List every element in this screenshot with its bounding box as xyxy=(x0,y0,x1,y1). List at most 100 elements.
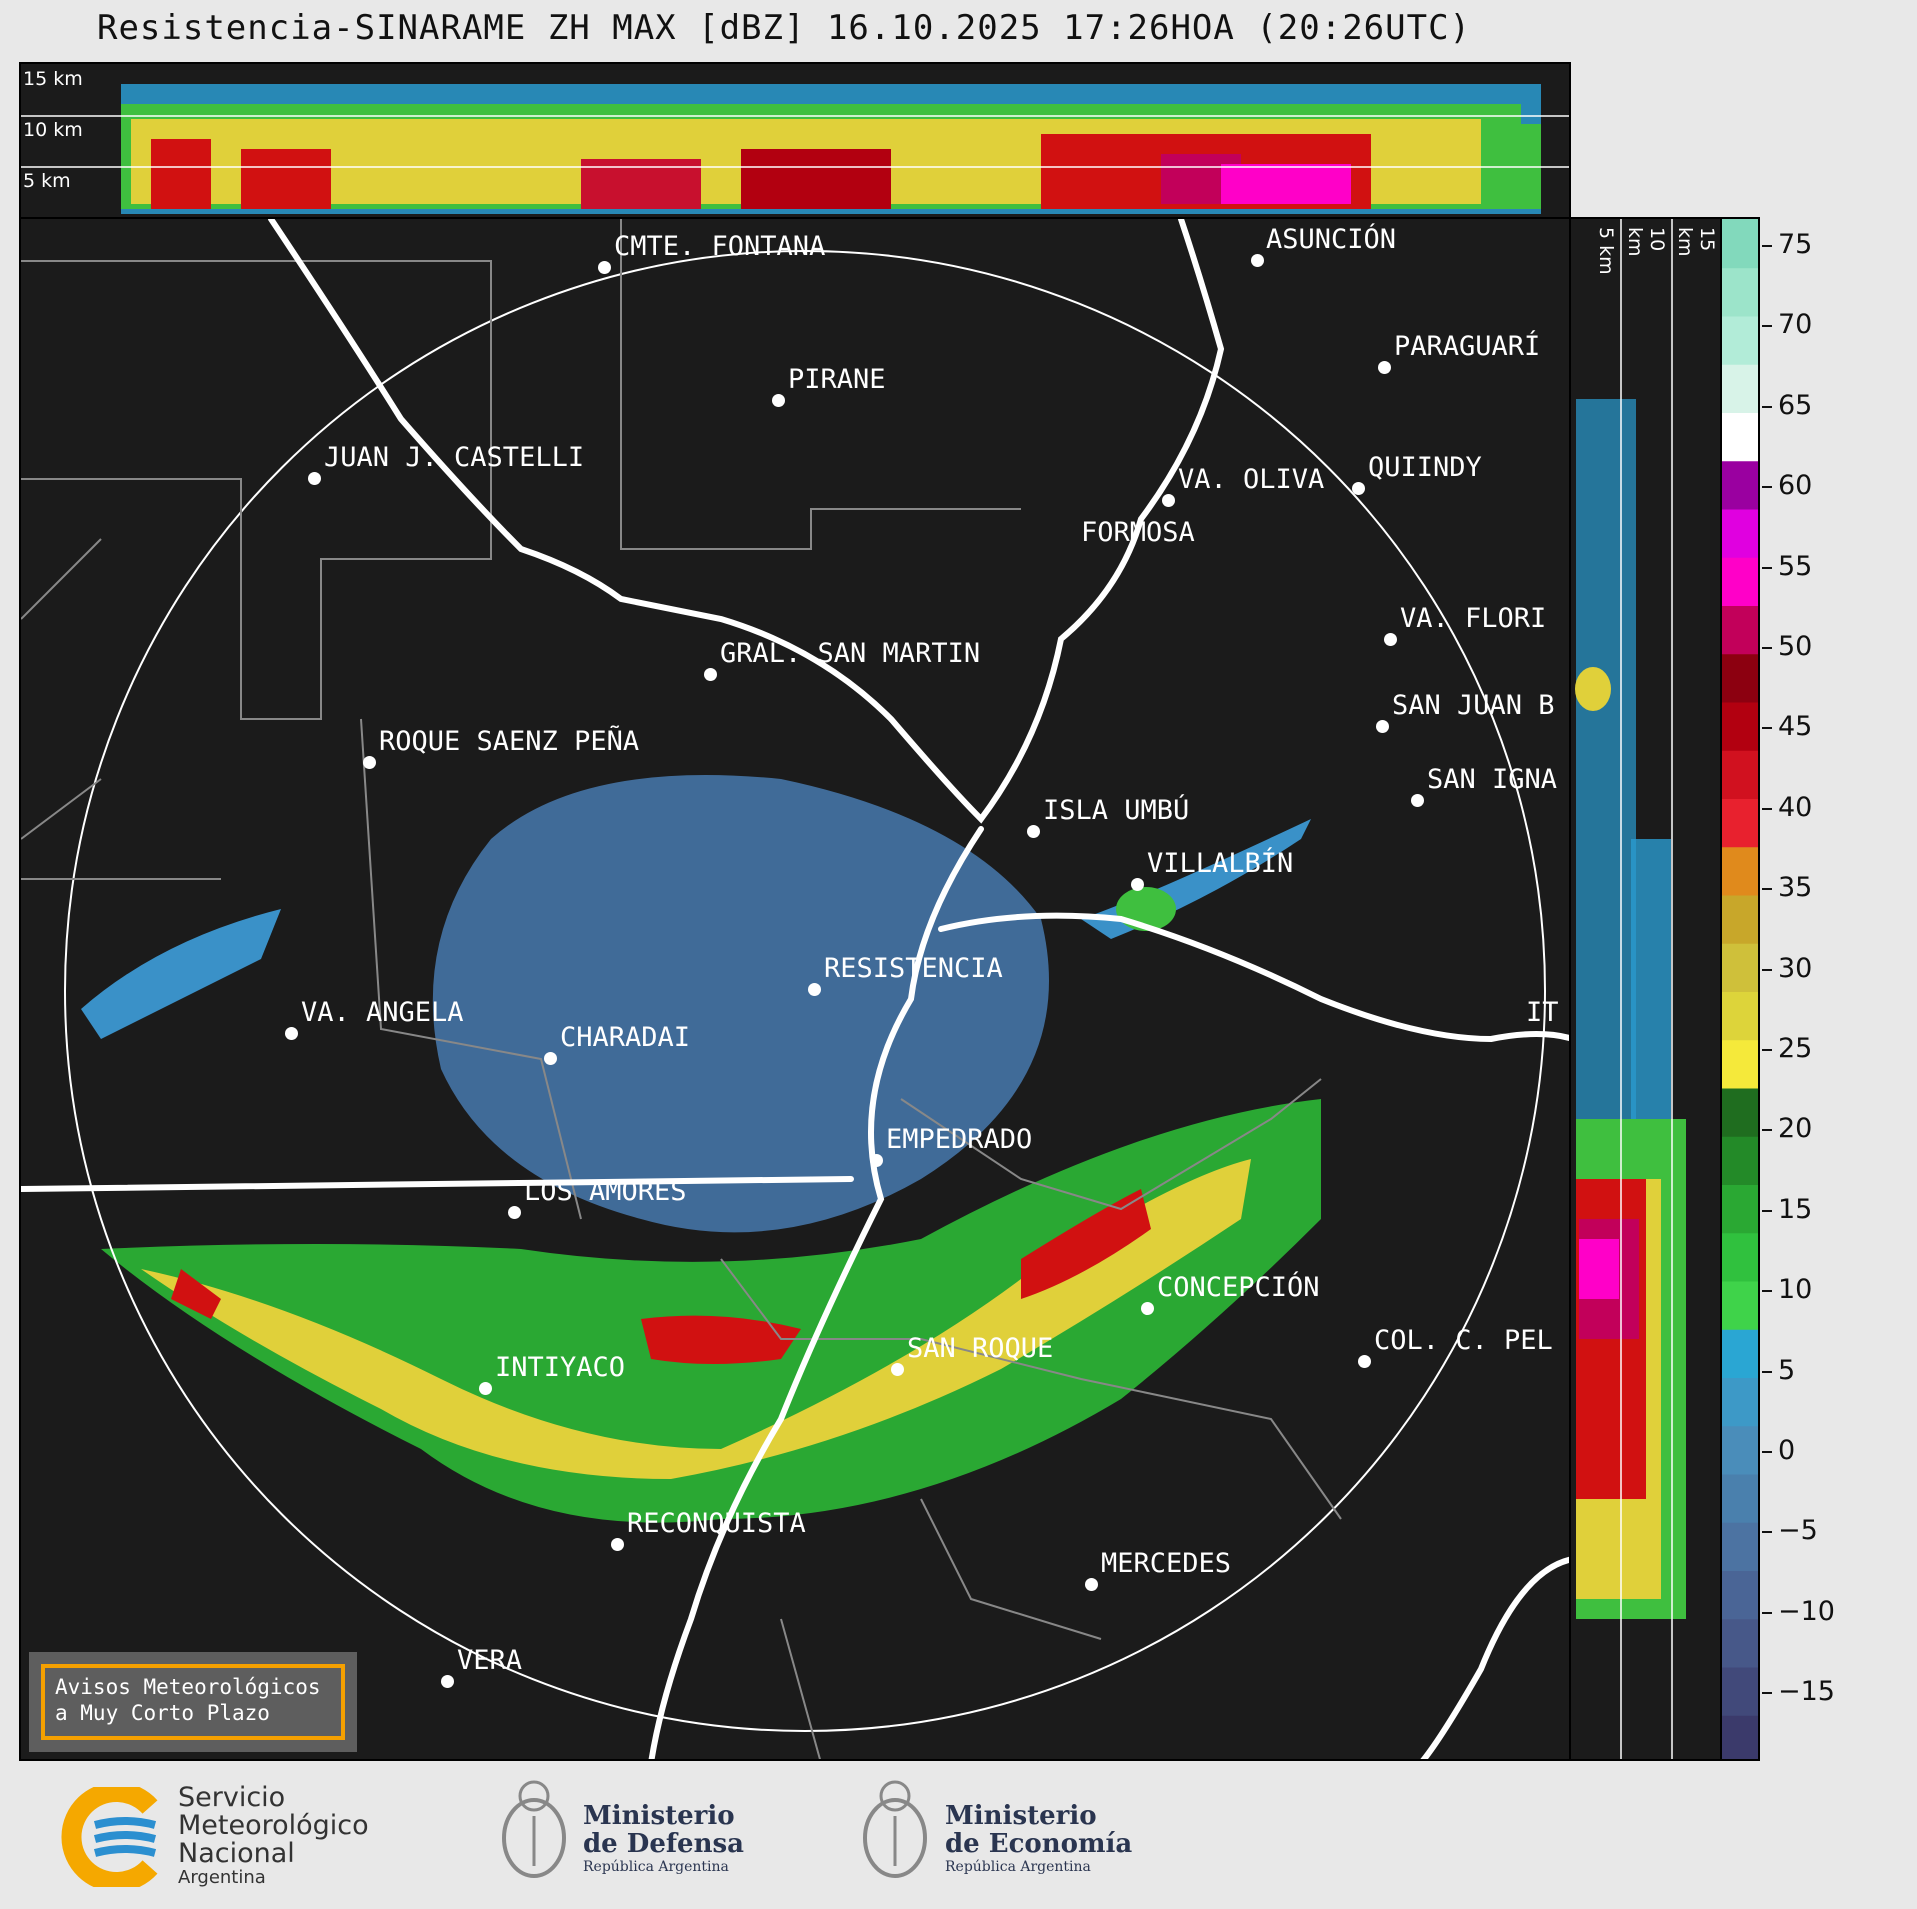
colorbar-tick xyxy=(1762,1290,1772,1293)
colorbar-swatch xyxy=(1722,1135,1758,1185)
top-km-label: 10 km xyxy=(23,119,83,141)
dbz-colorbar xyxy=(1720,217,1760,1761)
economia-name: Ministerio de Economía República Argentin… xyxy=(945,1801,1133,1875)
notice-frame: Avisos Meteorológicos a Muy Corto Plazo xyxy=(41,1664,345,1740)
colorbar-tick xyxy=(1762,1692,1772,1695)
city-label: VA. OLIVA xyxy=(1178,464,1325,495)
city-label: PARAGUARÍ xyxy=(1394,331,1541,362)
city-label: VA. ANGELA xyxy=(301,997,464,1028)
colorbar-swatch xyxy=(1722,315,1758,365)
city-label: ROQUE SAENZ PEÑA xyxy=(379,726,640,757)
colorbar-tick xyxy=(1762,888,1772,891)
colorbar-tick-label: 40 xyxy=(1778,791,1813,823)
colorbar-swatches xyxy=(1722,219,1758,1759)
city-label: ASUNCIÓN xyxy=(1266,224,1397,255)
city-label: VERA xyxy=(457,1645,523,1676)
colorbar-swatch xyxy=(1722,749,1758,799)
colorbar-swatch xyxy=(1722,412,1758,462)
colorbar-tick xyxy=(1762,245,1772,247)
defensa-name: Ministerio de Defensa República Argentina xyxy=(583,1801,744,1875)
side-profile-image xyxy=(1575,219,1686,1759)
colorbar-swatch xyxy=(1722,605,1758,655)
city-label: EMPEDRADO xyxy=(886,1124,1033,1155)
colorbar-swatch xyxy=(1722,894,1758,944)
colorbar-tick xyxy=(1762,1049,1772,1051)
colorbar-tick-label: 0 xyxy=(1778,1435,1796,1466)
colorbar-swatch xyxy=(1722,363,1758,413)
colorbar-swatch xyxy=(1722,1570,1758,1620)
colorbar-tick xyxy=(1762,1611,1772,1614)
colorbar-tick xyxy=(1762,1209,1772,1212)
colorbar-tick-label: 35 xyxy=(1778,872,1813,904)
radar-map: CMTE. FONTANA ASUNCIÓN PIRANE PARAGUARÍ … xyxy=(19,217,1571,1761)
side-km-label: 10 km xyxy=(1624,227,1668,257)
map-title: Resistencia-SINARAME ZH MAX [dBZ] 16.10.… xyxy=(96,8,1472,48)
side-km-label: 5 km xyxy=(1595,227,1617,275)
radar-map-image xyxy=(21,219,1569,1759)
city-marker xyxy=(544,1052,557,1065)
top-km-label: 5 km xyxy=(23,170,71,192)
top-profile-image xyxy=(21,84,1569,214)
colorbar-tick xyxy=(1762,1531,1772,1534)
city-marker xyxy=(870,1154,883,1167)
economia-coat-of-arms-icon xyxy=(863,1780,927,1878)
city-marker xyxy=(363,756,376,769)
city-label: COL. C. PEL xyxy=(1374,1325,1553,1356)
city-marker xyxy=(1251,254,1264,267)
colorbar-swatch xyxy=(1722,219,1758,269)
colorbar-tick-label: 55 xyxy=(1778,550,1813,582)
colorbar-tick xyxy=(1762,807,1772,810)
city-label: INTIYACO xyxy=(495,1352,626,1383)
colorbar-tick-label: 45 xyxy=(1778,711,1813,743)
colorbar-swatch xyxy=(1722,846,1758,896)
city-label: CHARADAI xyxy=(560,1022,691,1053)
colorbar-swatch xyxy=(1722,1714,1758,1759)
city-marker xyxy=(1085,1578,1098,1591)
colorbar-swatch xyxy=(1722,991,1758,1041)
radar-site-label: RESISTENCIA xyxy=(824,953,1003,984)
radar-site-marker xyxy=(808,983,821,996)
city-label: FORMOSA xyxy=(1081,517,1195,548)
colorbar-tick xyxy=(1762,1129,1772,1132)
colorbar-tick-label: 65 xyxy=(1778,389,1813,421)
colorbar-tick-label: −10 xyxy=(1778,1595,1835,1627)
city-marker xyxy=(285,1027,298,1040)
city-marker xyxy=(1411,794,1424,807)
top-km-label: 15 km xyxy=(23,68,83,90)
city-marker xyxy=(772,394,785,407)
colorbar-swatch xyxy=(1722,267,1758,317)
city-marker xyxy=(1141,1302,1154,1315)
notice-line-2: a Muy Corto Plazo xyxy=(55,1701,270,1725)
colorbar-swatch xyxy=(1722,798,1758,848)
colorbar-swatch xyxy=(1722,653,1758,703)
colorbar-tick-label: 5 xyxy=(1778,1354,1796,1386)
colorbar-swatch xyxy=(1722,508,1758,558)
colorbar-tick-label: 20 xyxy=(1778,1113,1813,1145)
smn-name: Servicio Meteorológico Nacional Argentina xyxy=(178,1782,369,1888)
city-marker xyxy=(508,1206,521,1219)
city-marker xyxy=(1027,825,1040,838)
city-marker xyxy=(1376,720,1389,733)
city-marker xyxy=(308,472,321,485)
city-marker xyxy=(1352,482,1365,495)
colorbar-swatch xyxy=(1722,1425,1758,1475)
colorbar-swatch xyxy=(1722,701,1758,751)
colorbar-tick xyxy=(1762,968,1772,971)
colorbar-swatch xyxy=(1722,1473,1758,1523)
city-label: SAN JUAN B xyxy=(1392,690,1555,721)
colorbar-tick-label: 30 xyxy=(1778,952,1813,984)
city-label: ISLA UMBÚ xyxy=(1043,795,1190,826)
city-marker xyxy=(704,668,717,681)
city-marker xyxy=(1378,361,1391,374)
colorbar-swatch xyxy=(1722,1328,1758,1378)
colorbar-swatch xyxy=(1722,1666,1758,1716)
colorbar-swatch xyxy=(1722,1087,1758,1137)
city-marker xyxy=(479,1382,492,1395)
city-marker xyxy=(1358,1355,1371,1368)
colorbar-swatch xyxy=(1722,1521,1758,1571)
colorbar-swatch xyxy=(1722,1039,1758,1089)
colorbar-tick-label: 70 xyxy=(1778,309,1813,341)
colorbar-tick-label: 60 xyxy=(1778,470,1813,502)
colorbar-swatch xyxy=(1722,1377,1758,1427)
city-marker xyxy=(1162,494,1175,507)
